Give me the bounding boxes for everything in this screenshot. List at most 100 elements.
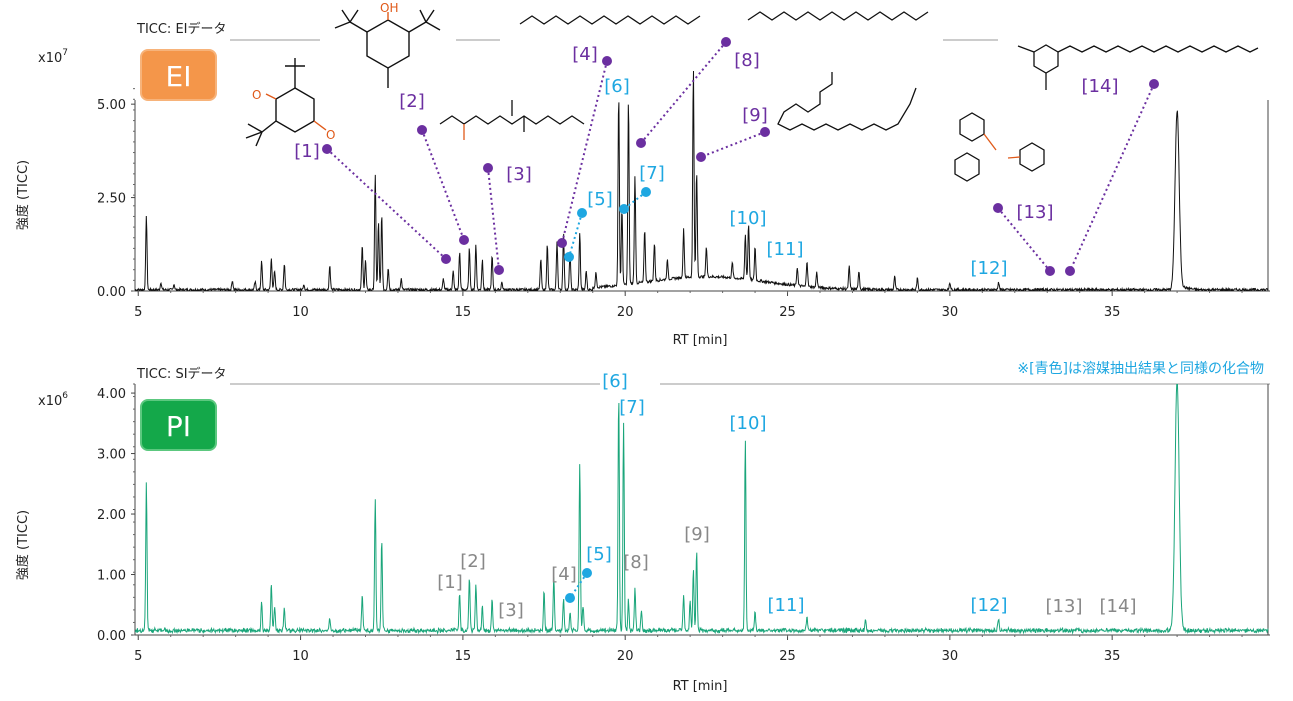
peak-label: [6] <box>604 76 630 97</box>
peak-label: [8] <box>623 552 649 573</box>
x-tick-label: 20 <box>617 305 634 320</box>
annotation-leader-line <box>1069 83 1155 272</box>
annotation-marker <box>721 37 731 47</box>
structure-6-chain-icon <box>519 15 701 25</box>
peak-label: [14] <box>1082 76 1119 97</box>
peak-label: [12] <box>971 595 1008 616</box>
annotation-marker <box>441 254 451 264</box>
structure-1-oxygen: O <box>252 88 261 102</box>
pi-badge <box>140 399 217 451</box>
peak-label: [11] <box>768 595 805 616</box>
annotation-marker <box>564 252 574 262</box>
ei-x-ticks: 5 10 15 20 25 30 35 <box>134 291 1243 320</box>
annotation-marker <box>993 203 1003 213</box>
x-tick-label: 25 <box>779 305 796 320</box>
structure-1-icon <box>245 58 327 147</box>
annotation-marker <box>494 265 504 275</box>
ei-panel: TICC: EIデータ 0.00 2.50 5.00 5 10 15 20 25 30 35 x… <box>15 1 1270 348</box>
ei-chromatogram-trace <box>135 70 1269 291</box>
peak-label: [4] <box>551 564 577 585</box>
ei-badge <box>140 49 217 101</box>
peak-label: [7] <box>619 397 645 418</box>
ei-y-multiplier: x107 <box>38 48 68 66</box>
structure-2-icon <box>334 9 441 88</box>
peak-label: [3] <box>506 164 532 185</box>
x-tick-label: 10 <box>292 649 309 664</box>
annotation-leader-line <box>700 131 766 158</box>
peak-label: [10] <box>730 413 767 434</box>
structure-14-icon <box>1017 44 1259 90</box>
ei-peak-annotations: [1] [2] [3] [4] [5] [6] [7] [8] [9] [10][11] [12] [… <box>294 37 1159 279</box>
peak-label: [11] <box>767 239 804 260</box>
annotation-marker <box>582 568 592 578</box>
pi-note: ※[青色]は溶媒抽出結果と同様の化合物 <box>1017 360 1264 377</box>
x-tick-label: 10 <box>292 305 309 320</box>
structure-2-hydroxyl: OH <box>380 1 398 15</box>
annotation-marker <box>417 125 427 135</box>
ei-y-axis-label: 強度 (TICC) <box>15 160 31 230</box>
annotation-marker <box>459 235 469 245</box>
annotation-leader-line <box>997 207 1051 272</box>
annotation-leader-line <box>421 129 465 241</box>
peak-label: [6] <box>602 371 628 392</box>
annotation-leader-line <box>487 167 500 271</box>
annotation-marker <box>1065 266 1075 276</box>
structure-13-icon <box>954 112 1045 182</box>
annotation-marker <box>636 138 646 148</box>
pi-y-axis-label: 強度 (TICC) <box>15 510 31 580</box>
annotation-marker <box>619 204 629 214</box>
peak-label: [2] <box>399 91 425 112</box>
pi-y-multiplier: x106 <box>38 391 68 409</box>
annotation-marker <box>760 127 770 137</box>
x-tick-label: 20 <box>617 649 634 664</box>
annotation-leader-line <box>569 572 588 599</box>
pi-x-ticks: 5 10 15 20 25 30 35 <box>134 635 1243 664</box>
ei-panel-title: TICC: EIデータ <box>136 21 227 37</box>
peak-label: [10] <box>730 208 767 229</box>
structure-3-icon <box>439 100 585 140</box>
y-tick-label: 2.50 <box>97 192 126 207</box>
peak-label: [1] <box>437 572 463 593</box>
peak-label: [13] <box>1046 596 1083 617</box>
annotation-marker <box>483 163 493 173</box>
annotation-leader-line <box>640 41 727 144</box>
ei-badge-label: EI <box>166 60 192 93</box>
peak-label: [9] <box>684 524 710 545</box>
peak-label: [4] <box>572 44 598 65</box>
peak-label: [2] <box>460 551 486 572</box>
pi-peak-annotations: [1][2] [3] [4] [5] [6] [7] [8] [9] [10] [11] [12] [… <box>437 371 1136 621</box>
peak-label: [13] <box>1017 202 1054 223</box>
peak-label: [5] <box>586 544 612 565</box>
y-tick-label: 5.00 <box>97 98 126 113</box>
peak-label: [12] <box>971 258 1008 279</box>
peak-label: [3] <box>498 600 524 621</box>
x-tick-label: 15 <box>455 305 472 320</box>
peak-label: [8] <box>734 50 760 71</box>
peak-label: [7] <box>639 163 665 184</box>
annotation-marker <box>322 144 332 154</box>
y-tick-label: 0.00 <box>97 629 126 644</box>
y-tick-label: 2.00 <box>97 508 126 523</box>
y-tick-label: 4.00 <box>97 387 126 402</box>
annotation-marker <box>696 152 706 162</box>
annotation-marker <box>1045 266 1055 276</box>
peak-label: [5] <box>587 189 613 210</box>
pi-x-axis-label: RT [min] <box>673 679 728 694</box>
x-tick-label: 15 <box>455 649 472 664</box>
annotation-marker <box>577 208 587 218</box>
peak-label: [9] <box>742 105 768 126</box>
x-tick-label: 5 <box>134 649 142 664</box>
ei-y-ticks: 0.00 2.50 5.00 <box>97 88 135 300</box>
peak-label: [1] <box>294 141 320 162</box>
annotation-leader-line <box>561 60 608 244</box>
pi-chromatogram-trace <box>135 384 1269 635</box>
pi-badge-label: PI <box>166 410 191 443</box>
pi-y-ticks: 0.00 1.00 2.00 3.00 4.00 <box>97 383 135 644</box>
structure-9-chain-icon <box>777 72 917 131</box>
x-tick-label: 5 <box>134 305 142 320</box>
y-tick-label: 0.00 <box>97 285 126 300</box>
y-tick-label: 1.00 <box>97 569 126 584</box>
ei-x-axis-label: RT [min] <box>673 333 728 348</box>
annotation-leader-line <box>326 148 447 260</box>
